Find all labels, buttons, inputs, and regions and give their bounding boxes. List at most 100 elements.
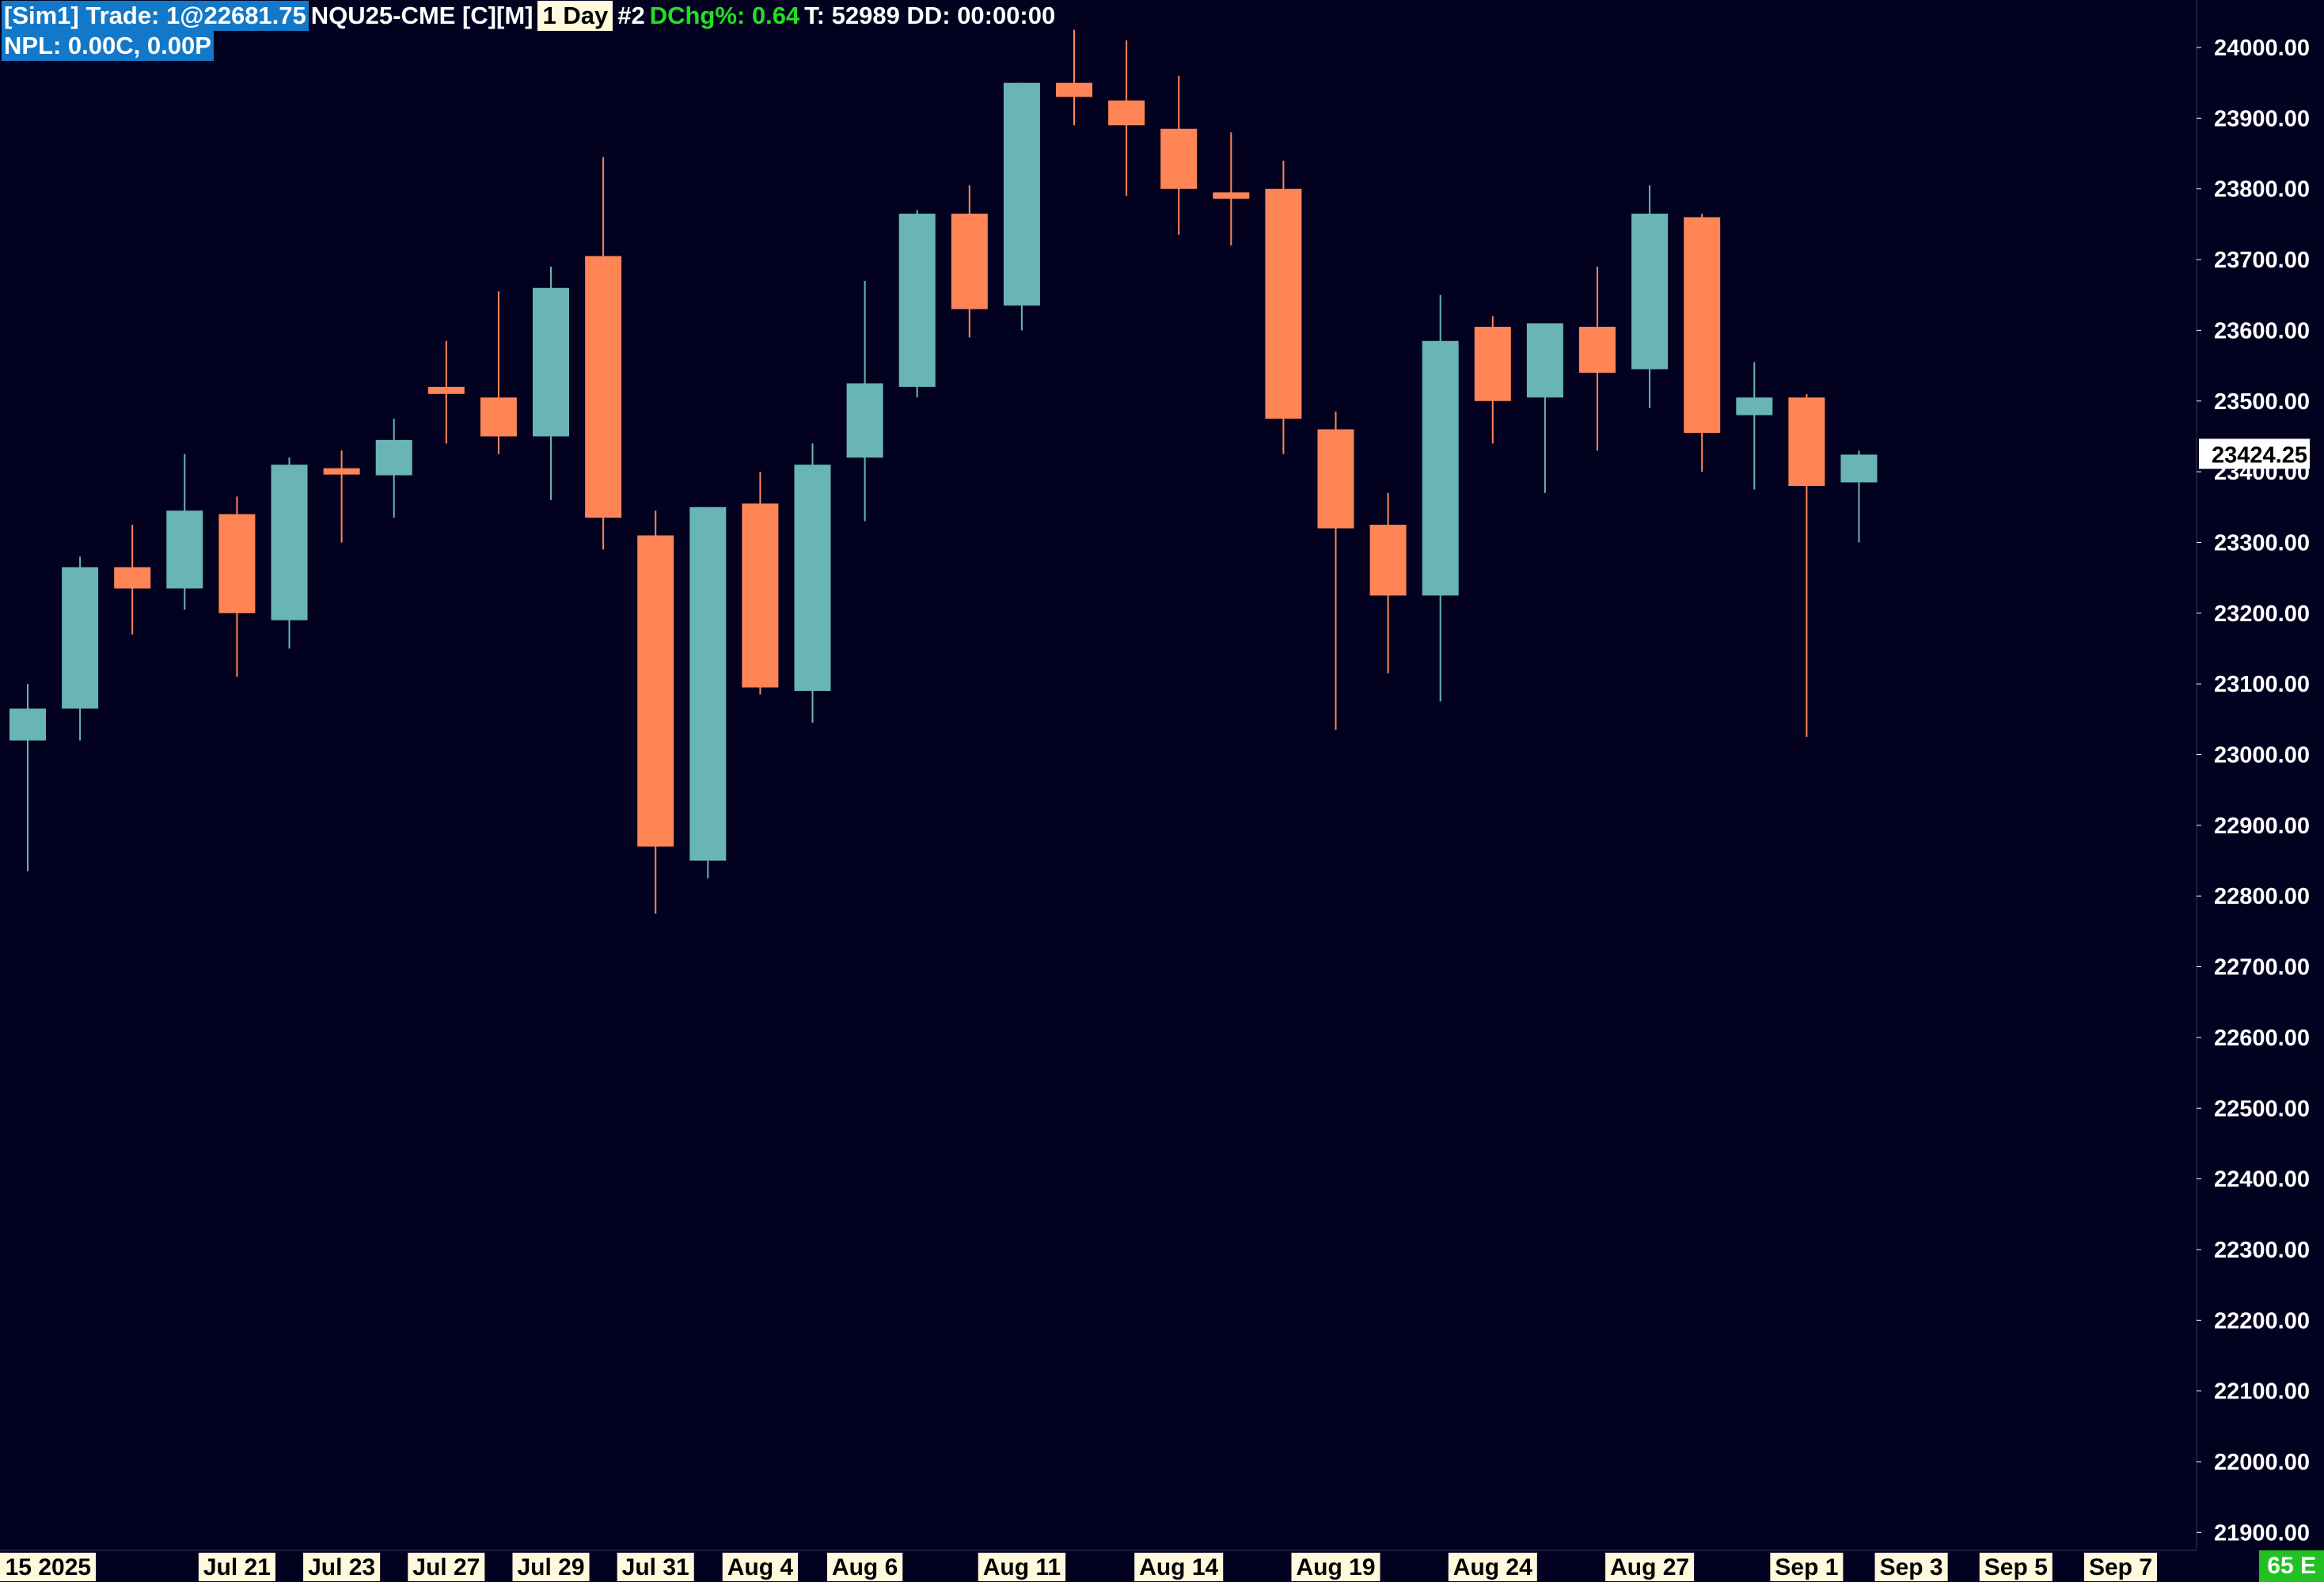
date-tick-bg: [1770, 1553, 1844, 1581]
candle-body: [951, 213, 988, 309]
date-tick-label: Sep 3: [1874, 1553, 1948, 1581]
candle-body: [742, 503, 779, 688]
date-tick-bg: [1605, 1553, 1695, 1581]
candle: [637, 510, 674, 914]
date-tick-bg: [1448, 1553, 1537, 1581]
candle: [1422, 294, 1459, 702]
date-tick-text: Aug 14: [1139, 1554, 1218, 1580]
date-tick-bg: [408, 1553, 485, 1581]
candle-body: [1631, 213, 1669, 370]
date-tick-text: Aug 11: [983, 1554, 1061, 1580]
candle: [794, 443, 831, 723]
candle-body: [1369, 525, 1407, 596]
candle-body: [480, 397, 517, 437]
candle-body: [1108, 101, 1145, 126]
status-badge[interactable]: 65 E: [2259, 1550, 2324, 1582]
date-tick-bg: [512, 1553, 590, 1581]
price-tick-label: 22100.00: [2214, 1379, 2310, 1405]
price-tick-label: 23800.00: [2214, 177, 2310, 203]
npl-label: NPL: 0.00C, 0.00P: [2, 31, 214, 61]
candle: [218, 496, 256, 677]
date-tick-text: Jul 27: [412, 1554, 480, 1580]
date-tick-text: Jul 21: [203, 1554, 271, 1580]
candle-body: [1056, 82, 1092, 97]
date-tick-text: Sep 7: [2089, 1554, 2152, 1580]
candle: [951, 185, 988, 338]
date-tick-label: Aug 24: [1448, 1553, 1537, 1581]
candle-body: [637, 535, 674, 847]
sim-trade-label[interactable]: [Sim1] Trade: 1@22681.75: [2, 1, 309, 31]
date-tick-text: Aug 27: [1610, 1554, 1689, 1580]
candle: [375, 419, 412, 518]
date-tick-label: Aug 4: [722, 1553, 799, 1581]
candle: [1108, 40, 1145, 196]
candle: [271, 457, 308, 649]
period-label[interactable]: 1 Day: [537, 1, 613, 31]
date-tick-bg: [303, 1553, 381, 1581]
candle-body: [585, 256, 622, 518]
candle-body: [1265, 188, 1302, 419]
date-tick-bg: [2083, 1553, 2158, 1581]
date-tick-label: Jul 21: [198, 1553, 275, 1581]
date-tick-bg: [722, 1553, 799, 1581]
candle: [1056, 29, 1092, 126]
candles-layer: [9, 29, 1878, 914]
date-tick-text: Aug 6: [832, 1554, 898, 1580]
date-tick-label: Sep 7: [2083, 1553, 2158, 1581]
price-tick-label: 23200.00: [2214, 601, 2310, 627]
date-tick-label: Sep 5: [1979, 1553, 2052, 1581]
date-tick-label: Aug 11: [978, 1553, 1066, 1581]
date-tick-label: Jul 27: [408, 1553, 485, 1581]
date-tick-text: Aug 24: [1453, 1554, 1532, 1580]
candle-body: [1788, 397, 1825, 486]
price-tick-label: 22800.00: [2214, 884, 2310, 909]
candle-body: [1317, 429, 1354, 529]
candle: [1526, 323, 1563, 493]
candle-body: [1840, 454, 1878, 483]
candle: [1579, 266, 1616, 451]
date-tick-bg: [0, 1553, 97, 1581]
date-tick-bg: [1291, 1553, 1380, 1581]
price-tick-label: 22300.00: [2214, 1238, 2310, 1263]
candle-body: [323, 468, 360, 475]
candle-body: [794, 465, 831, 692]
price-axis: 24000.00 23900.00 23800.00 23700.00 23600.00…: [2196, 0, 2310, 1550]
date-tick-bg: [617, 1553, 694, 1581]
candle-body: [9, 708, 46, 741]
date-tick-bg: [198, 1553, 275, 1581]
candle-body: [375, 439, 412, 476]
price-tick-label: 23100.00: [2214, 672, 2310, 697]
chart-number-label: #2: [617, 2, 645, 29]
candle: [846, 280, 883, 522]
candle-body: [898, 213, 936, 387]
price-tick-label: 22600.00: [2214, 1026, 2310, 1051]
date-tick-text: Jul 29: [517, 1554, 584, 1580]
candle-body: [62, 567, 99, 709]
price-tick-label: 23500.00: [2214, 389, 2310, 415]
price-tick-label: 23900.00: [2214, 106, 2310, 131]
candle: [1840, 450, 1878, 543]
date-tick-text: Jul 15 2025: [0, 1554, 91, 1580]
candle-body: [1213, 192, 1250, 199]
symbol-label[interactable]: NQU25-CME [C][M]: [310, 2, 534, 29]
price-tick-label: 21900.00: [2214, 1520, 2310, 1546]
date-tick-text: Jul 23: [308, 1554, 375, 1580]
candle: [898, 210, 936, 398]
date-tick-text: Sep 5: [1984, 1554, 2048, 1580]
candle: [1684, 213, 1721, 472]
candle: [1265, 160, 1302, 454]
date-tick-label: Jul 31: [617, 1553, 694, 1581]
price-tick-label: 23700.00: [2214, 248, 2310, 273]
candle: [1317, 412, 1354, 730]
price-tick-label: 22900.00: [2214, 814, 2310, 839]
candle-body: [271, 465, 308, 620]
date-tick-bg: [826, 1553, 903, 1581]
candle-body: [1474, 326, 1511, 401]
date-tick-label: Jul 15 2025: [0, 1553, 97, 1581]
price-tick-label: 22200.00: [2214, 1308, 2310, 1334]
price-tick-label: 22700.00: [2214, 955, 2310, 981]
date-tick-text: Aug 4: [727, 1554, 794, 1580]
candle: [114, 525, 151, 635]
candle-body: [114, 567, 151, 589]
